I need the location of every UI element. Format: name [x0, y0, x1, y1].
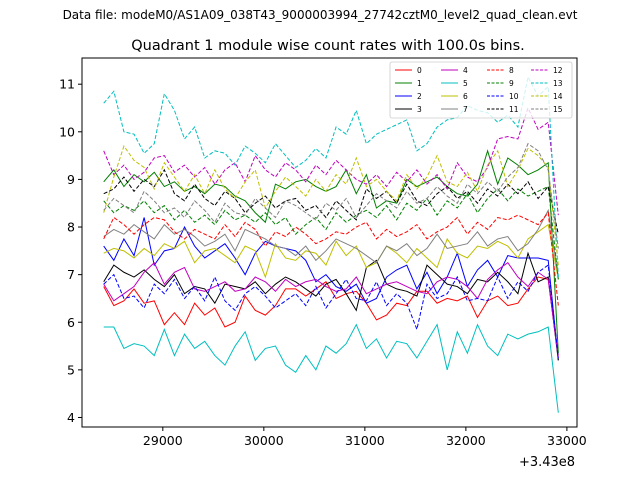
- y-tick-label: 10: [59, 124, 75, 139]
- x-tick-label: 31000: [345, 433, 385, 448]
- series-line-15: [103, 142, 559, 249]
- series-line-8: [103, 211, 559, 306]
- x-tick-label: 33000: [547, 433, 587, 448]
- x-tick-label: 30000: [244, 433, 284, 448]
- x-offset-label: +3.43e8: [519, 455, 575, 470]
- legend-frame: [389, 61, 573, 119]
- legend-label-7: 7: [463, 105, 468, 114]
- legend-label-5: 5: [463, 79, 468, 88]
- legend-label-6: 6: [463, 92, 468, 101]
- series-line-0: [103, 276, 559, 356]
- series-line-11: [103, 168, 559, 235]
- legend-label-0: 0: [417, 66, 422, 75]
- series-layer: [103, 75, 559, 413]
- legend-label-2: 2: [417, 92, 422, 101]
- legend-label-4: 4: [463, 66, 468, 75]
- y-tick-label: 4: [67, 410, 75, 425]
- y-tick-label: 9: [67, 172, 75, 187]
- y-tick-label: 11: [59, 77, 75, 92]
- series-line-1: [103, 149, 559, 354]
- series-line-9: [103, 185, 559, 280]
- y-tick-label: 8: [67, 220, 75, 235]
- legend-label-11: 11: [509, 105, 519, 114]
- legend-label-3: 3: [417, 105, 422, 114]
- plot-area: [82, 58, 577, 427]
- y-tick-label: 7: [67, 267, 75, 282]
- plot-frame: [81, 57, 578, 428]
- series-line-3: [103, 251, 559, 361]
- series-line-14: [103, 144, 559, 266]
- legend-label-10: 10: [509, 92, 519, 101]
- series-line-10: [103, 264, 559, 359]
- chart-suptitle: Data file: modeM0/AS1A09_038T43_90000039…: [63, 8, 578, 22]
- series-line-7: [103, 208, 559, 278]
- x-tick-label: 32000: [446, 433, 486, 448]
- legend-label-9: 9: [509, 79, 514, 88]
- legend-label-1: 1: [417, 79, 422, 88]
- legend-label-12: 12: [553, 66, 563, 75]
- chart-title: Quadrant 1 module wise count rates with …: [131, 38, 525, 54]
- series-line-5: [103, 323, 559, 413]
- legend-label-15: 15: [553, 105, 563, 114]
- series-line-4: [103, 261, 559, 359]
- x-tick-label: 29000: [143, 433, 183, 448]
- series-line-6: [103, 223, 559, 280]
- series-line-2: [103, 217, 559, 361]
- legend-label-8: 8: [509, 66, 514, 75]
- legend-label-14: 14: [553, 92, 563, 101]
- legend-label-13: 13: [553, 79, 563, 88]
- axis-layer: 29000 30000 31000 32000 33000 4 5 6 7 8 9 10 11: [59, 77, 587, 448]
- y-tick-label: 5: [67, 362, 75, 377]
- y-tick-label: 6: [67, 315, 75, 330]
- series-line-12: [103, 106, 559, 216]
